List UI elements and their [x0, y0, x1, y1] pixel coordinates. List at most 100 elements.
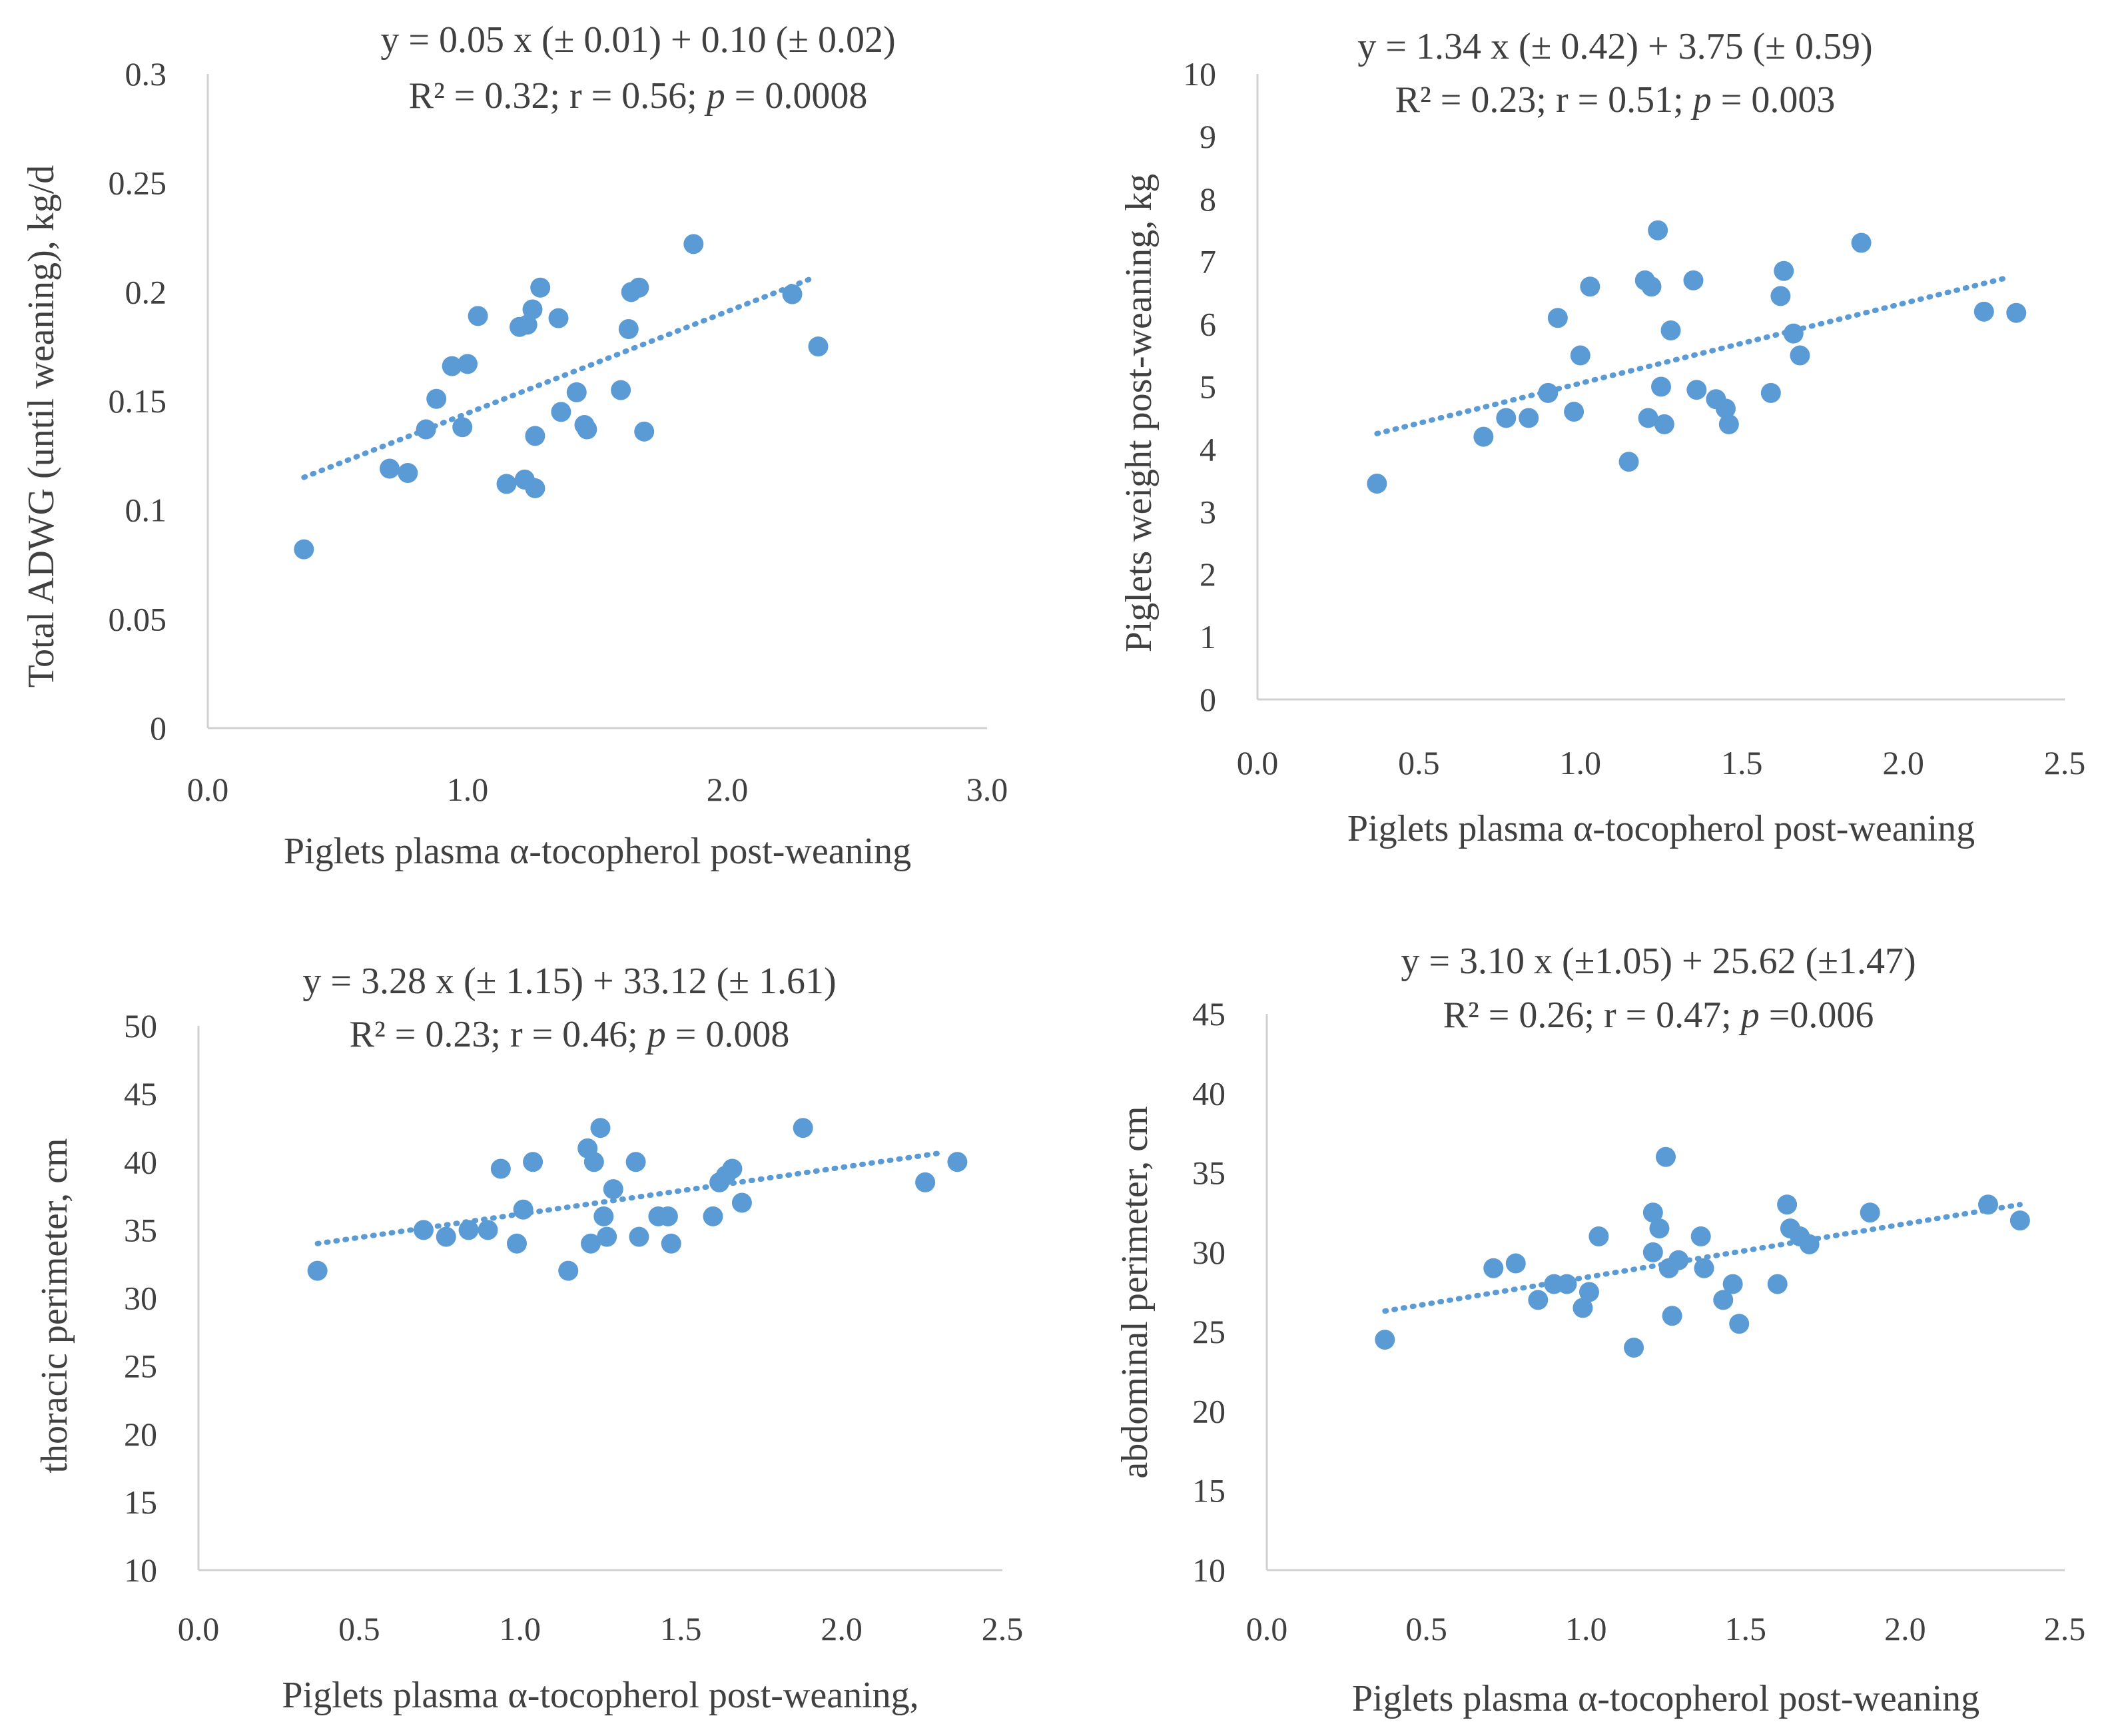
- x-tick-label: 1.0: [500, 1610, 541, 1647]
- data-point: [661, 1233, 681, 1254]
- regression-statistics: R² = 0.32; r = 0.56; p = 0.0008: [409, 75, 868, 117]
- data-point: [525, 478, 545, 498]
- x-tick-label: 2.5: [2044, 744, 2086, 781]
- y-tick-label: 25: [1192, 1313, 1226, 1350]
- y-tick-label: 15: [1192, 1472, 1226, 1510]
- data-point: [629, 277, 649, 298]
- y-tick-label: 10: [124, 1551, 157, 1589]
- stats-r-values: R² = 0.26; r = 0.47;: [1443, 995, 1741, 1036]
- data-point: [1519, 408, 1539, 428]
- data-point: [490, 1158, 511, 1179]
- x-axis-title: Piglets plasma α-tocopherol post-weaning: [284, 831, 911, 872]
- y-tick-label: 3: [1200, 493, 1216, 530]
- y-tick-label: 45: [1192, 995, 1226, 1033]
- data-point: [611, 380, 631, 400]
- data-point: [915, 1172, 936, 1192]
- y-tick-label: 20: [1192, 1392, 1226, 1430]
- trend-line: [1374, 275, 2009, 436]
- x-tick-label: 1.5: [660, 1610, 702, 1647]
- data-point: [506, 1233, 527, 1254]
- data-point: [603, 1179, 623, 1200]
- data-point: [1783, 323, 1804, 344]
- data-point: [1799, 1234, 1820, 1254]
- x-tick-label: 2.0: [821, 1610, 863, 1647]
- x-tick-label: 0.5: [338, 1610, 380, 1647]
- x-tick-label: 2.0: [1884, 1610, 1926, 1647]
- y-tick-label: 0.05: [109, 600, 167, 638]
- data-point: [380, 458, 400, 479]
- data-point: [1660, 320, 1681, 340]
- data-point: [1977, 1194, 1998, 1215]
- data-point: [683, 234, 704, 254]
- y-tick-label: 7: [1200, 243, 1216, 280]
- y-tick-label: 40: [124, 1143, 157, 1180]
- stats-p-value: =0.006: [1760, 995, 1874, 1036]
- data-point: [1656, 1146, 1676, 1167]
- x-tick-label: 2.5: [2044, 1610, 2086, 1647]
- data-point: [517, 314, 537, 335]
- y-tick-label: 35: [1192, 1154, 1226, 1192]
- data-point: [548, 308, 569, 328]
- data-point: [1654, 414, 1674, 434]
- y-tick-label: 0.3: [125, 55, 167, 93]
- data-point: [307, 1260, 328, 1281]
- data-point: [1767, 1274, 1788, 1294]
- data-point: [2006, 302, 2027, 323]
- data-point: [1618, 452, 1639, 472]
- data-point: [1367, 474, 1387, 494]
- data-point: [793, 1118, 813, 1138]
- y-tick-label: 9: [1200, 118, 1216, 155]
- y-tick-label: 0: [1200, 681, 1216, 718]
- y-tick-label: 10: [1192, 1551, 1226, 1589]
- data-point: [1715, 398, 1736, 419]
- data-point: [583, 1152, 604, 1172]
- data-point: [478, 1220, 498, 1240]
- y-tick-label: 0.15: [109, 382, 167, 420]
- data-point: [1770, 286, 1791, 306]
- data-point: [1851, 232, 1872, 253]
- data-point: [551, 402, 571, 422]
- data-point: [634, 421, 655, 442]
- chart-panel-2: 0 1 2 3 4 5 6 7 8 9 10 0.0 0.5 1.0 1.5 2.0 2.5 Piglets pl…: [1118, 26, 2085, 849]
- x-axis-title: Piglets plasma α-tocopherol post-weaning: [1347, 808, 1975, 849]
- y-tick-label: 20: [124, 1416, 157, 1453]
- stats-p-symbol: p: [1738, 995, 1760, 1036]
- y-tick-label: 0: [150, 709, 167, 747]
- y-tick-label: 0.25: [109, 165, 167, 202]
- data-point: [416, 419, 436, 440]
- y-tick-label: 30: [124, 1280, 157, 1317]
- data-point: [597, 1226, 617, 1247]
- chart-panel-4: 10 15 20 25 30 35 40 45 0.0 0.5 1.0 1.5 2.0 2.5 Piglet…: [1114, 941, 2085, 1719]
- stats-p-symbol: p: [704, 75, 725, 117]
- data-point: [1573, 1298, 1593, 1318]
- stats-p-value: = 0.003: [1712, 79, 1836, 121]
- data-point: [1642, 1242, 1663, 1262]
- data-point: [657, 1206, 678, 1226]
- data-point: [398, 463, 418, 484]
- data-point: [558, 1260, 579, 1281]
- y-tick-label: 4: [1200, 430, 1216, 468]
- data-point: [1760, 382, 1781, 403]
- data-point: [1580, 276, 1600, 297]
- data-point: [1588, 1226, 1609, 1246]
- data-point: [1694, 1258, 1714, 1278]
- data-point: [1713, 1290, 1734, 1310]
- data-point: [1683, 270, 1704, 290]
- data-point: [581, 1233, 601, 1254]
- data-point: [1648, 220, 1668, 240]
- y-tick-label: 6: [1200, 306, 1216, 343]
- data-point: [1642, 1202, 1663, 1223]
- data-point: [1718, 414, 1739, 434]
- data-point: [436, 1226, 456, 1247]
- y-axis-title: thoracic perimeter, cm: [34, 1138, 75, 1473]
- data-point: [1790, 345, 1810, 366]
- chart-panel-3: 10 15 20 25 30 35 40 45 50 0.0 0.5 1.0 1.5 2.0 2.5 Pigl…: [34, 961, 1023, 1716]
- data-point: [458, 354, 478, 374]
- x-tick-label: 1.0: [1565, 1610, 1607, 1647]
- y-tick-label: 40: [1192, 1075, 1226, 1112]
- data-point: [413, 1220, 434, 1240]
- regression-statistics: R² = 0.23; r = 0.51; p = 0.003: [1395, 79, 1836, 121]
- data-point: [468, 306, 488, 326]
- data-point: [1505, 1253, 1526, 1274]
